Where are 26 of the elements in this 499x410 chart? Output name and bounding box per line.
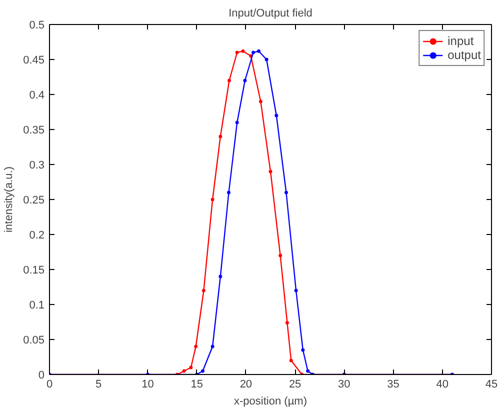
y-tick-label: 0.15 <box>23 264 45 276</box>
x-tick-label: 45 <box>485 378 498 390</box>
x-tick-label: 15 <box>190 378 203 390</box>
legend-label: input <box>448 34 474 48</box>
y-tick-label: 0.1 <box>29 300 45 312</box>
legend-label: output <box>448 48 481 62</box>
y-tick-label: 0.05 <box>23 334 45 346</box>
y-axis-title: intensity(a.u.) <box>3 166 16 233</box>
chart-title: Input/Output field <box>228 8 312 20</box>
x-tick-label: 20 <box>240 378 252 390</box>
x-tick-label: 35 <box>387 378 400 390</box>
x-tick-label: 40 <box>436 378 449 390</box>
x-tick-label: 30 <box>338 378 350 390</box>
y-tick-label: 0.4 <box>29 90 45 102</box>
x-tick-label: 25 <box>288 378 302 390</box>
x-axis-title: x-position (µm) <box>234 396 307 408</box>
y-tick-label: 0.25 <box>23 194 45 206</box>
y-tick-label: 0.35 <box>23 124 45 136</box>
y-tick-label: 0.5 <box>29 20 45 32</box>
y-tick-label: 0.3 <box>29 160 45 172</box>
y-tick-label: 0.2 <box>29 230 45 242</box>
x-tick-label: 10 <box>142 378 154 390</box>
x-tick-label: 5 <box>96 378 102 390</box>
y-tick-label: 0 <box>38 370 45 382</box>
y-tick-label: 0.45 <box>23 54 45 66</box>
x-tick-label: 0 <box>46 378 53 390</box>
